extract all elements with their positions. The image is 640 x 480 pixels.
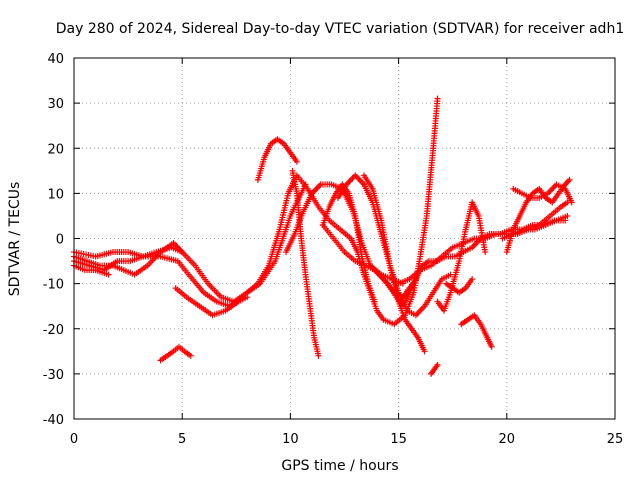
y-tick-label: -40 [43, 413, 64, 428]
data-point [568, 199, 575, 206]
series-6 [157, 343, 194, 364]
series-5 [172, 285, 251, 319]
y-tick-label: 30 [47, 97, 64, 112]
x-tick-label: 20 [499, 432, 516, 447]
grid [74, 58, 615, 419]
x-tick-label: 25 [607, 432, 624, 447]
series-16 [434, 199, 489, 314]
data-point [482, 249, 489, 256]
y-tick-label: -10 [43, 278, 64, 293]
series-15 [367, 217, 569, 310]
series-7 [254, 136, 300, 183]
series-14 [360, 172, 428, 355]
data-point [371, 298, 378, 305]
x-tick-label: 10 [282, 432, 299, 447]
data-points [71, 95, 575, 377]
series-17 [428, 361, 441, 377]
data-point [566, 176, 573, 183]
x-tick-label: 15 [390, 432, 407, 447]
series-21 [503, 176, 573, 256]
series-1 [71, 249, 246, 310]
series-19 [458, 312, 495, 350]
data-point [105, 271, 112, 278]
data-point [564, 212, 571, 219]
chart-title: Day 280 of 2024, Sidereal Day-to-day VTE… [56, 21, 624, 37]
y-tick-label: 40 [47, 52, 64, 67]
series-8 [289, 167, 322, 359]
y-tick-label: 0 [56, 233, 64, 248]
x-tick-label: 5 [178, 432, 186, 447]
data-point [434, 361, 441, 368]
x-tick-label: 0 [70, 432, 78, 447]
y-axis-label: SDTVAR / TECUs [7, 182, 23, 297]
y-tick-label: 20 [47, 142, 64, 157]
y-tick-label: -20 [43, 323, 64, 338]
data-point [488, 343, 495, 350]
series-18 [443, 276, 476, 296]
series-12 [319, 181, 378, 305]
data-point [421, 348, 428, 355]
y-tick-label: -30 [43, 368, 64, 383]
data-point [469, 276, 476, 283]
series-23 [499, 212, 571, 242]
plot-frame [73, 57, 616, 420]
data-point [315, 352, 322, 359]
x-axis-label: GPS time / hours [281, 458, 398, 474]
data-point [187, 352, 194, 359]
axis-ticks: 0 5 10 15 20 25 -40 -30 -20 -10 0 10 20 30 40 [43, 52, 624, 447]
y-tick-label: 10 [47, 187, 64, 202]
series-22 [510, 181, 575, 206]
series-4 [71, 262, 112, 278]
data-point [434, 95, 441, 102]
data-point [293, 158, 300, 165]
